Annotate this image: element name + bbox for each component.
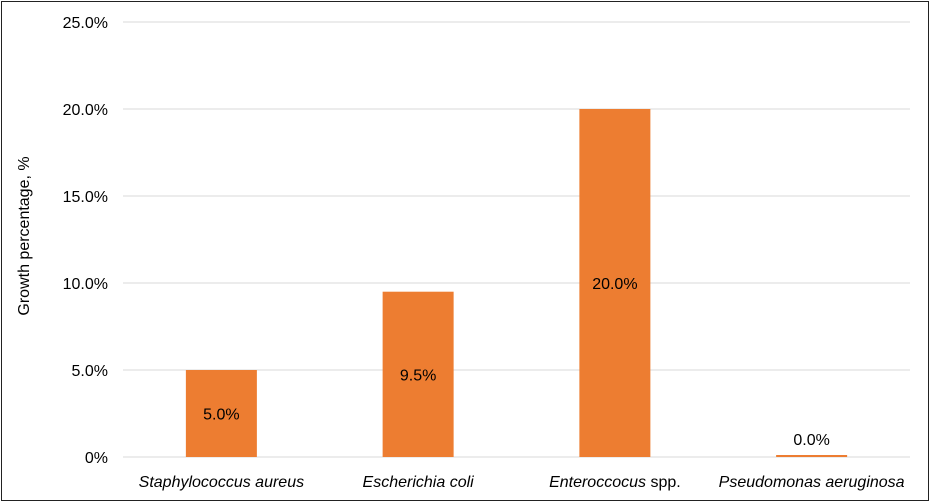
category-label: Staphylococcus aureus bbox=[139, 474, 304, 491]
y-tick-label: 15.0% bbox=[63, 189, 108, 206]
category-label: Enteroccocus spp. bbox=[549, 474, 681, 491]
bar bbox=[382, 291, 454, 457]
bar bbox=[579, 109, 651, 457]
data-label: 9.5% bbox=[400, 367, 436, 384]
data-labels: 5.0% 9.5% 20.0% 0.0% bbox=[203, 276, 830, 449]
y-tick-label: 0% bbox=[85, 450, 108, 467]
bar bbox=[185, 370, 257, 457]
bar bbox=[776, 455, 848, 457]
y-tick-label: 10.0% bbox=[63, 276, 108, 293]
x-axis-categories: Staphylococcus aureus Escherichia coli Ent… bbox=[139, 474, 905, 491]
y-axis-ticks: 0% 5.0% 10.0% 15.0% 20.0% 25.0% bbox=[63, 15, 108, 467]
data-label: 5.0% bbox=[203, 407, 239, 424]
y-tick-label: 25.0% bbox=[63, 15, 108, 32]
bars bbox=[185, 109, 848, 457]
category-label: Escherichia coli bbox=[363, 474, 475, 491]
y-tick-label: 5.0% bbox=[72, 363, 108, 380]
category-label: Pseudomonas aeruginosa bbox=[719, 474, 905, 491]
data-label: 0.0% bbox=[793, 432, 829, 449]
data-label: 20.0% bbox=[592, 276, 637, 293]
y-tick-label: 20.0% bbox=[63, 102, 108, 119]
y-axis-label: Growth percentage, % bbox=[16, 156, 33, 315]
